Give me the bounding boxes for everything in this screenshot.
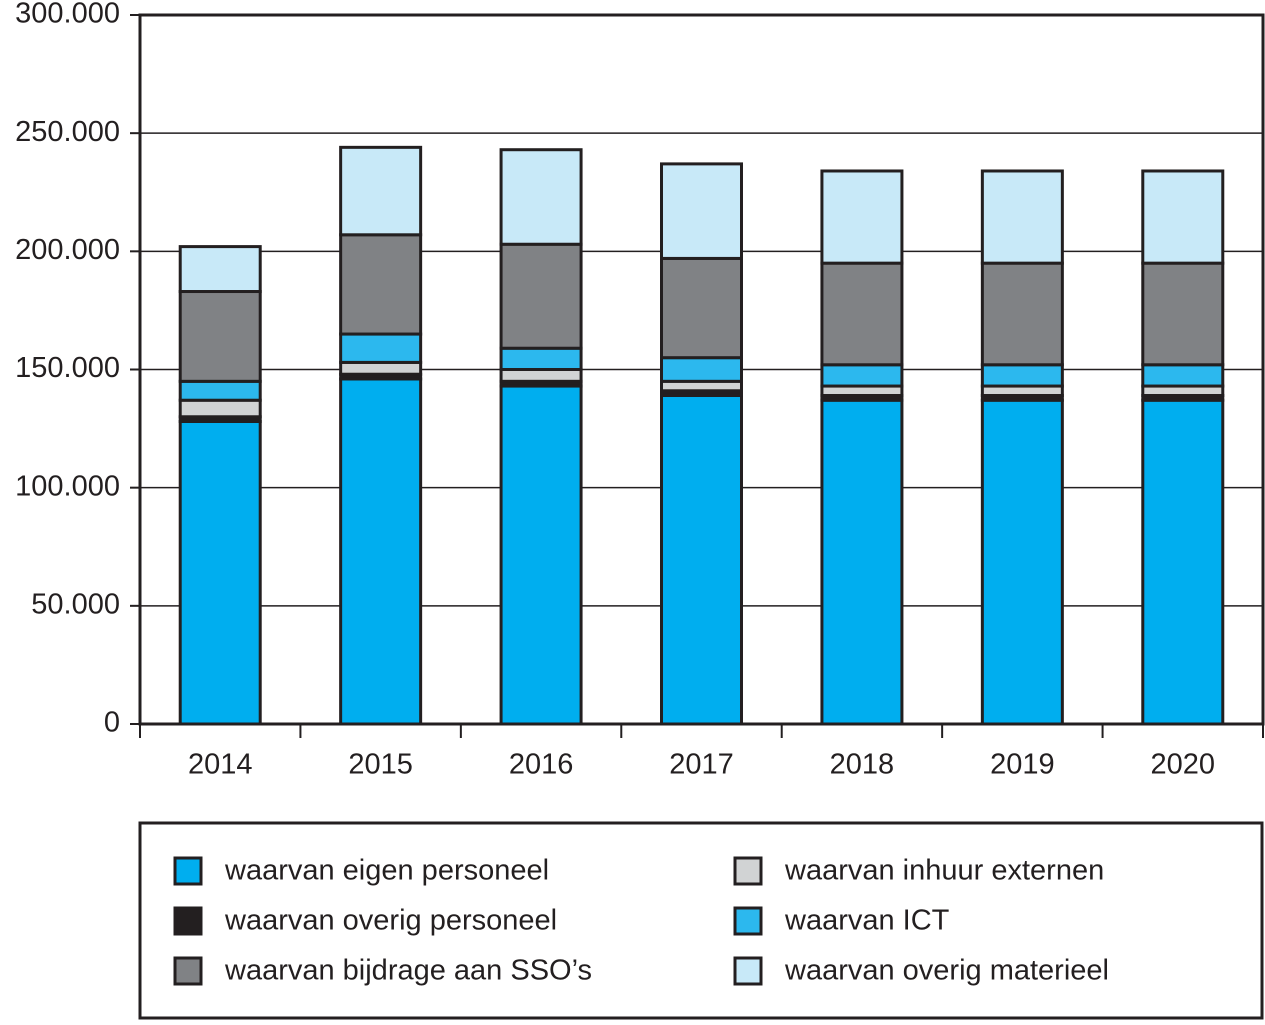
bar-segment — [499, 384, 583, 726]
bar-segment — [499, 346, 583, 372]
y-tick-label: 50.000 — [31, 588, 120, 620]
legend-swatch — [733, 956, 763, 986]
bar-segment — [1141, 363, 1225, 388]
bar-segment — [339, 377, 423, 726]
legend-swatch — [733, 906, 763, 936]
x-tick-label: 2014 — [188, 749, 253, 781]
bar-segment — [178, 245, 262, 294]
bar-segment — [1141, 398, 1225, 726]
bar-segment — [178, 398, 262, 419]
bar-segment — [660, 393, 743, 726]
bar-segment — [660, 162, 743, 260]
x-tick-label: 2015 — [348, 749, 413, 781]
legend-swatch — [173, 906, 203, 936]
legend-frame — [138, 821, 1264, 1020]
y-tick-label: 100.000 — [15, 470, 120, 502]
bar-segment — [980, 169, 1064, 265]
bar-segment — [980, 363, 1064, 388]
bar-segment — [178, 379, 262, 402]
legend-label: waarvan bijdrage aan SSO’s — [224, 955, 592, 987]
x-tick-label: 2016 — [509, 749, 574, 781]
bar-segment — [1141, 261, 1225, 367]
bar-segment — [339, 145, 423, 237]
bar-segment — [820, 261, 904, 367]
y-tick-label: 250.000 — [15, 116, 120, 148]
bar-segment — [1141, 169, 1225, 265]
y-tick-label: 0 — [104, 707, 120, 739]
bar-segment — [820, 169, 904, 265]
bar-segment — [660, 256, 743, 360]
legend-label: waarvan eigen personeel — [224, 855, 549, 887]
y-tick-label: 200.000 — [15, 234, 120, 266]
legend-label: waarvan inhuur externen — [784, 855, 1104, 887]
x-tick-label: 2017 — [669, 749, 734, 781]
legend-label: waarvan ICT — [784, 905, 950, 937]
legend-label: waarvan overig materieel — [784, 955, 1109, 987]
bar-segment — [178, 419, 262, 726]
x-tick-label: 2019 — [990, 749, 1055, 781]
bar-segment — [980, 261, 1064, 367]
y-tick-label: 300.000 — [15, 0, 120, 30]
bar-segment — [820, 363, 904, 388]
bar-segment — [820, 398, 904, 726]
bar-segment — [660, 356, 743, 383]
bar-segment — [339, 332, 423, 364]
bar-segment — [499, 242, 583, 350]
legend-swatch — [733, 856, 763, 886]
x-tick-label: 2018 — [830, 749, 895, 781]
x-tick-label: 2020 — [1151, 749, 1216, 781]
bar-segment — [339, 360, 423, 376]
y-tick-label: 150.000 — [15, 352, 120, 384]
legend-label: waarvan overig personeel — [224, 905, 557, 937]
bar-segment — [339, 233, 423, 336]
bar-segment — [178, 290, 262, 383]
legend-swatch — [173, 956, 203, 986]
legend-swatch — [173, 856, 203, 886]
bar-segment — [980, 398, 1064, 726]
bar-segment — [499, 148, 583, 246]
bar-segment — [499, 368, 583, 383]
